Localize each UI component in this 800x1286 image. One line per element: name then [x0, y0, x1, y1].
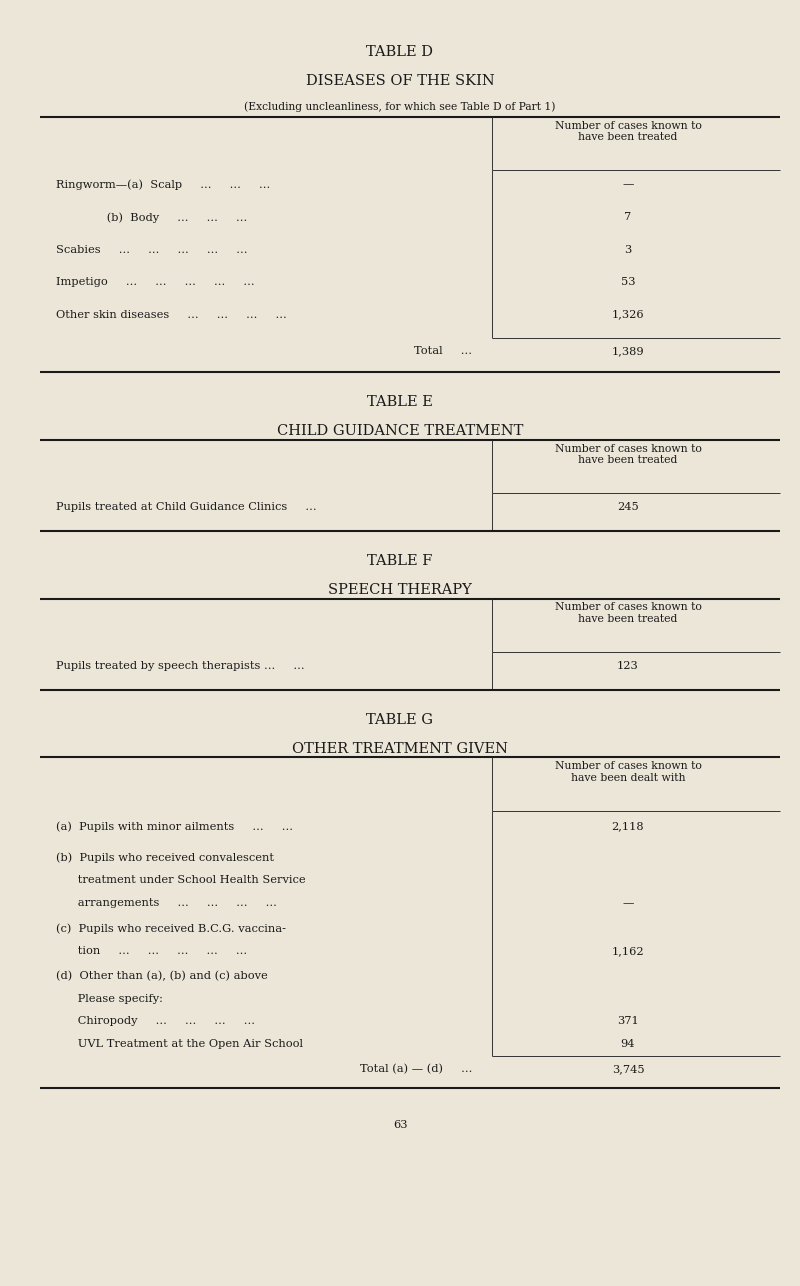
Text: (d)  Other than (a), (b) and (c) above: (d) Other than (a), (b) and (c) above	[56, 971, 268, 981]
Text: OTHER TREATMENT GIVEN: OTHER TREATMENT GIVEN	[292, 742, 508, 756]
Text: Number of cases known to
have been dealt with: Number of cases known to have been dealt…	[554, 761, 702, 783]
Text: TABLE E: TABLE E	[367, 395, 433, 409]
Text: Pupils treated at Child Guidance Clinics     ...: Pupils treated at Child Guidance Clinics…	[56, 503, 317, 512]
Text: Number of cases known to
have been treated: Number of cases known to have been treat…	[554, 121, 702, 143]
Text: Number of cases known to
have been treated: Number of cases known to have been treat…	[554, 602, 702, 624]
Text: (a)  Pupils with minor ailments     ...     ...: (a) Pupils with minor ailments ... ...	[56, 822, 293, 832]
Text: 371: 371	[617, 1016, 639, 1026]
Text: TABLE F: TABLE F	[367, 554, 433, 568]
Text: 1,389: 1,389	[612, 346, 644, 356]
Text: —: —	[622, 180, 634, 189]
Text: Other skin diseases     ...     ...     ...     ...: Other skin diseases ... ... ... ...	[56, 310, 286, 320]
Text: Number of cases known to
have been treated: Number of cases known to have been treat…	[554, 444, 702, 466]
Text: treatment under School Health Service: treatment under School Health Service	[56, 876, 306, 885]
Text: —: —	[622, 898, 634, 908]
Text: 123: 123	[617, 661, 639, 671]
Text: 1,162: 1,162	[612, 945, 644, 955]
Text: 53: 53	[621, 276, 635, 287]
Text: TABLE D: TABLE D	[366, 45, 434, 59]
Text: Ringworm—(a)  Scalp     ...     ...     ...: Ringworm—(a) Scalp ... ... ...	[56, 180, 270, 190]
Text: DISEASES OF THE SKIN: DISEASES OF THE SKIN	[306, 75, 494, 89]
Text: 3: 3	[624, 244, 632, 255]
Text: arrangements     ...     ...     ...     ...: arrangements ... ... ... ...	[56, 898, 277, 908]
Text: 245: 245	[617, 503, 639, 512]
Text: 2,118: 2,118	[612, 822, 644, 832]
Text: Please specify:: Please specify:	[56, 994, 163, 1003]
Text: Impetigo     ...     ...     ...     ...     ...: Impetigo ... ... ... ... ...	[56, 276, 254, 287]
Text: SPEECH THERAPY: SPEECH THERAPY	[328, 583, 472, 597]
Text: tion     ...     ...     ...     ...     ...: tion ... ... ... ... ...	[56, 945, 247, 955]
Text: 7: 7	[624, 212, 632, 222]
Text: (b)  Pupils who received convalescent: (b) Pupils who received convalescent	[56, 853, 274, 863]
Text: 1,326: 1,326	[612, 310, 644, 320]
Text: Total     ...: Total ...	[414, 346, 472, 356]
Text: TABLE G: TABLE G	[366, 712, 434, 727]
Text: CHILD GUIDANCE TREATMENT: CHILD GUIDANCE TREATMENT	[277, 424, 523, 439]
Text: 63: 63	[393, 1120, 407, 1130]
Text: UVL Treatment at the Open Air School: UVL Treatment at the Open Air School	[56, 1039, 303, 1048]
Text: (c)  Pupils who received B.C.G. vaccina-: (c) Pupils who received B.C.G. vaccina-	[56, 923, 286, 934]
Text: (Excluding uncleanliness, for which see Table D of Part 1): (Excluding uncleanliness, for which see …	[244, 102, 556, 112]
Text: Total (a) — (d)     ...: Total (a) — (d) ...	[360, 1065, 472, 1075]
Text: Chiropody     ...     ...     ...     ...: Chiropody ... ... ... ...	[56, 1016, 255, 1026]
Text: Scabies     ...     ...     ...     ...     ...: Scabies ... ... ... ... ...	[56, 244, 247, 255]
Text: Pupils treated by speech therapists ...     ...: Pupils treated by speech therapists ... …	[56, 661, 305, 671]
Text: (b)  Body     ...     ...     ...: (b) Body ... ... ...	[56, 212, 247, 222]
Text: 94: 94	[621, 1039, 635, 1048]
Text: 3,745: 3,745	[612, 1065, 644, 1074]
